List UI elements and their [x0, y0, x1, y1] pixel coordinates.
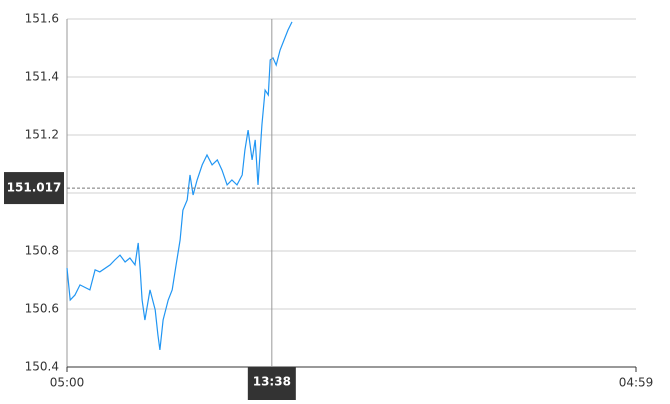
- crosshair-y-text: 151.017: [7, 181, 62, 195]
- y-tick-label: 150.4: [25, 360, 59, 374]
- crosshair-y-label: 151.017: [4, 172, 64, 205]
- y-tick-label: 151.6: [25, 12, 59, 26]
- label-box: [247, 367, 296, 400]
- y-tick-label: 150.8: [25, 244, 59, 258]
- crosshair-x-text: 13:38: [253, 375, 291, 389]
- x-tick-label: 05:00: [50, 376, 85, 390]
- x-tick-label: 04:59: [619, 376, 654, 390]
- y-tick-label: 151.2: [25, 128, 59, 142]
- y-tick-label: 151.4: [25, 70, 59, 84]
- label-box: [4, 172, 64, 205]
- price-line: [66, 21, 293, 350]
- y-tick-label: 150.6: [25, 302, 59, 316]
- crosshair-x-label: 13:38: [247, 367, 296, 400]
